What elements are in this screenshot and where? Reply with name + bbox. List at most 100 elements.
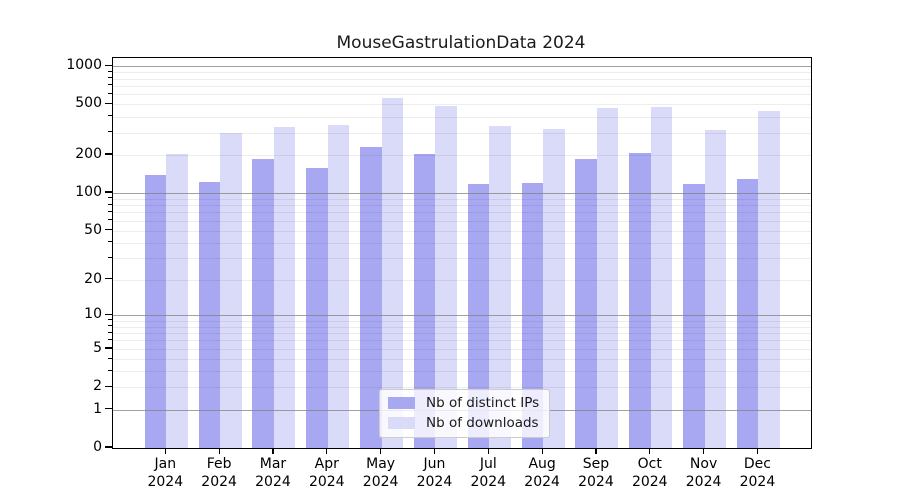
gridline-minor — [113, 230, 811, 232]
bar-downloads-jun — [435, 105, 457, 448]
bar-ips-jan — [144, 174, 167, 448]
bar-downloads-jul — [489, 126, 511, 448]
gridline-minor — [113, 333, 811, 335]
bar-downloads-sep — [596, 107, 619, 448]
gridline-minor — [113, 348, 811, 350]
gridline-minor — [113, 132, 811, 134]
x-tick-mark — [703, 448, 705, 454]
y-tick-mark — [105, 229, 112, 231]
x-tick-mark — [649, 448, 651, 454]
y-tick-mark — [105, 446, 112, 448]
bar-ips-feb — [198, 181, 221, 448]
y-tick-mark — [105, 347, 112, 349]
bar-ips-sep — [575, 158, 597, 448]
y-tick-label: 5 — [93, 339, 102, 356]
x-tick-label-aug: Aug 2024 — [524, 456, 560, 490]
gridline-major — [113, 66, 811, 68]
y-minor-tick-mark — [108, 131, 112, 133]
bar-ips-mar — [252, 159, 274, 448]
legend-label-distinct-ips: Nb of distinct IPs — [426, 395, 540, 411]
bar-downloads-oct — [650, 107, 673, 448]
x-tick-label-jan: Jan 2024 — [147, 456, 184, 490]
x-tick-label-apr: Apr 2024 — [308, 456, 345, 490]
y-minor-tick-mark — [108, 331, 112, 333]
legend-swatch-distinct-ips — [388, 397, 415, 409]
gridline-minor — [113, 371, 811, 373]
gridline-minor — [113, 212, 811, 214]
bar-ips-apr — [306, 167, 328, 448]
bar-ips-oct — [629, 153, 651, 448]
gridline-minor — [113, 258, 811, 260]
y-tick-label: 10 — [84, 306, 102, 323]
gridline-minor — [113, 359, 811, 361]
y-minor-tick-mark — [108, 256, 112, 258]
gridline-minor — [113, 340, 811, 342]
bar-ips-jun — [413, 153, 436, 448]
gridline-minor — [113, 205, 811, 207]
y-minor-tick-mark — [108, 369, 112, 371]
gridline-minor — [113, 94, 811, 96]
y-tick-label: 500 — [75, 95, 102, 112]
bar-downloads-jan — [166, 153, 188, 448]
x-tick-mark — [326, 448, 328, 454]
bar-ips-may — [360, 147, 382, 448]
legend: Nb of distinct IPs Nb of downloads — [379, 389, 551, 438]
y-tick-mark — [105, 278, 112, 280]
x-tick-label-sep: Sep 2024 — [578, 456, 614, 490]
y-tick-label: 1000 — [66, 57, 102, 74]
legend-entry-downloads: Nb of downloads — [388, 415, 539, 431]
y-tick-mark — [105, 385, 112, 387]
y-minor-tick-mark — [108, 210, 112, 212]
x-tick-label-dec: Dec 2024 — [739, 456, 776, 490]
y-minor-tick-mark — [108, 70, 112, 72]
legend-label-downloads: Nb of downloads — [426, 415, 539, 431]
bar-downloads-dec — [758, 110, 780, 448]
y-minor-tick-mark — [108, 241, 112, 243]
y-tick-mark — [105, 191, 112, 193]
x-tick-mark — [541, 448, 543, 454]
y-minor-tick-mark — [108, 115, 112, 117]
x-tick-mark — [380, 448, 382, 454]
bar-ips-aug — [521, 182, 544, 448]
gridline-minor — [113, 116, 811, 118]
gridline-minor — [113, 154, 811, 156]
gridline-minor — [113, 198, 811, 200]
gridline-minor — [113, 72, 811, 73]
x-tick-mark — [433, 448, 436, 454]
y-tick-label: 20 — [84, 270, 102, 287]
y-minor-tick-mark — [108, 338, 112, 340]
legend-swatch-downloads — [388, 417, 415, 429]
x-tick-label-jun: Jun 2024 — [416, 456, 453, 490]
x-tick-mark — [272, 448, 274, 454]
gridline-minor — [113, 242, 811, 244]
gridline-minor — [113, 104, 811, 106]
x-tick-mark — [218, 448, 220, 454]
x-tick-mark — [164, 448, 166, 454]
x-tick-label-mar: Mar 2024 — [255, 456, 291, 490]
gridline-minor — [113, 85, 811, 87]
y-tick-mark — [105, 313, 112, 316]
y-minor-tick-mark — [108, 92, 112, 94]
gridline-major — [113, 192, 811, 194]
x-tick-mark — [595, 448, 597, 454]
y-minor-tick-mark — [108, 319, 112, 321]
y-tick-mark — [105, 64, 112, 66]
y-minor-tick-mark — [108, 219, 112, 221]
bar-downloads-nov — [704, 129, 727, 448]
y-tick-label: 2 — [93, 378, 102, 395]
y-tick-label: 200 — [75, 145, 102, 162]
y-tick-mark — [105, 153, 112, 155]
y-tick-label: 1 — [93, 400, 102, 417]
y-minor-tick-mark — [108, 77, 112, 78]
gridline-major — [113, 315, 811, 317]
plot-area — [112, 57, 812, 449]
y-minor-tick-mark — [108, 203, 112, 205]
x-tick-mark — [487, 448, 489, 454]
gridline-minor — [113, 326, 811, 328]
gridline-minor — [113, 320, 811, 322]
y-minor-tick-mark — [108, 325, 112, 327]
y-tick-mark — [105, 408, 112, 410]
y-tick-mark — [105, 102, 112, 105]
bar-downloads-mar — [273, 127, 296, 448]
